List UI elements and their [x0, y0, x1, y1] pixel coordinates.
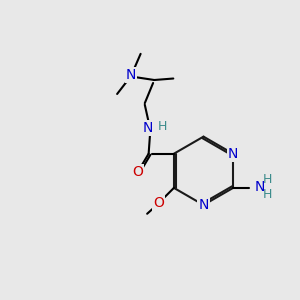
Text: H: H: [263, 188, 273, 201]
Text: O: O: [153, 196, 164, 210]
Text: N: N: [142, 121, 153, 135]
Text: N: N: [255, 180, 266, 194]
Text: N: N: [126, 68, 136, 82]
Text: H: H: [158, 120, 167, 133]
Text: N: N: [198, 198, 209, 212]
Text: O: O: [132, 165, 143, 179]
Text: N: N: [228, 147, 238, 161]
Text: H: H: [263, 173, 273, 186]
